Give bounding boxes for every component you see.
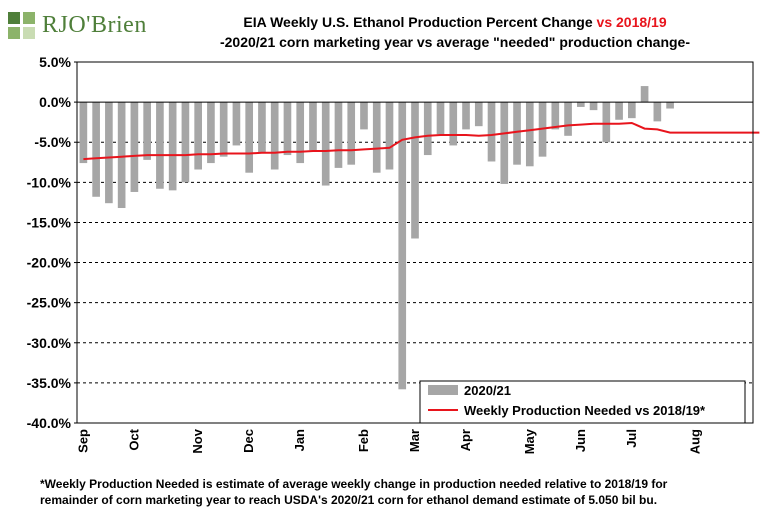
bar-week xyxy=(462,102,470,130)
x-month-label: Sep xyxy=(75,429,90,453)
x-month-label: Mar xyxy=(407,429,422,452)
x-month-label: Apr xyxy=(458,429,473,451)
bar-week xyxy=(423,102,432,156)
bar-week xyxy=(360,102,368,130)
x-month-label: Feb xyxy=(356,429,371,452)
bar-week xyxy=(653,102,662,122)
bar-week xyxy=(258,102,266,154)
needed-production-line xyxy=(83,121,760,161)
bar-week xyxy=(105,102,113,204)
bar-week xyxy=(270,102,279,170)
x-axis-ticks: Sep Oct Nov Dec Jan Feb Mar Apr May Jun Jul Aug xyxy=(75,428,702,454)
bar-week xyxy=(321,102,330,186)
bar-week xyxy=(589,102,598,111)
chart-subtitle: -2020/21 corn marketing year vs average … xyxy=(219,34,690,50)
bar-week xyxy=(168,102,177,191)
bar-week xyxy=(156,102,164,189)
bar-week xyxy=(385,102,394,170)
bar-week xyxy=(398,102,407,390)
x-month-label: May xyxy=(522,428,537,454)
bar-week xyxy=(513,102,521,165)
bar-week xyxy=(602,102,611,143)
bar-week xyxy=(130,102,139,192)
ethanol-chart: 5.0% 0.0% -5.0% -10.0% -15.0% -20.0% -25.0% -30… xyxy=(27,54,760,454)
bar-week xyxy=(474,102,483,127)
rjo-brien-logo: RJO'Brien xyxy=(8,8,158,48)
bar-week xyxy=(551,102,560,130)
legend-swatch-bars xyxy=(428,385,458,395)
bar-week xyxy=(283,102,292,156)
bar-week xyxy=(245,102,254,173)
bar-week xyxy=(347,102,356,165)
bar-week xyxy=(436,102,445,135)
chart-title-block: EIA Weekly U.S. Ethanol Production Perce… xyxy=(150,12,760,52)
bar-week xyxy=(181,102,190,183)
y-tick-label: -10.0% xyxy=(27,174,72,190)
y-tick-label: -5.0% xyxy=(34,134,71,150)
bar-week xyxy=(296,102,305,164)
legend: 2020/21 Weekly Production Needed vs 2018… xyxy=(419,380,746,424)
bar-week xyxy=(309,102,317,151)
chart-title-accent: vs 2018/19 xyxy=(596,14,667,30)
x-month-label: Dec xyxy=(241,429,256,453)
bar-week xyxy=(564,102,572,136)
bar-week xyxy=(334,102,343,168)
chart-title-main: EIA Weekly U.S. Ethanol Production Perce… xyxy=(243,14,597,30)
y-tick-label: 0.0% xyxy=(39,94,71,110)
y-tick-label: 5.0% xyxy=(39,54,71,70)
y-tick-label: -25.0% xyxy=(27,295,72,311)
footnote: *Weekly Production Needed is estimate of… xyxy=(40,477,668,507)
y-tick-label: -40.0% xyxy=(27,415,72,431)
y-tick-label: -35.0% xyxy=(27,375,72,391)
bar-week xyxy=(487,102,496,162)
bar-week xyxy=(411,102,419,239)
bar-week xyxy=(232,102,241,146)
legend-label-bars: 2020/21 xyxy=(464,383,511,398)
legend-box xyxy=(419,380,746,424)
legend-label-line: Weekly Production Needed vs 2018/19* xyxy=(464,403,706,418)
logo-mark-icon xyxy=(8,12,35,39)
bar-week xyxy=(628,102,636,119)
bar-week xyxy=(219,102,228,157)
x-month-label: Nov xyxy=(190,428,205,453)
bar-week xyxy=(143,102,151,160)
y-tick-label: -30.0% xyxy=(27,335,72,351)
y-axis-ticks: 5.0% 0.0% -5.0% -10.0% -15.0% -20.0% -25.0% -30… xyxy=(27,54,77,431)
bar-week xyxy=(449,102,458,146)
bar-week xyxy=(500,102,509,184)
bar-week xyxy=(194,102,202,170)
bar-week xyxy=(207,102,215,164)
bar-week xyxy=(525,102,534,167)
bar-week xyxy=(117,102,126,209)
logo-wordmark: RJO'Brien xyxy=(42,12,147,38)
bar-week xyxy=(92,102,100,197)
y-tick-label: -20.0% xyxy=(27,255,72,271)
chart-title: EIA Weekly U.S. Ethanol Production Perce… xyxy=(150,12,760,32)
bar-week xyxy=(615,102,623,120)
bar-week xyxy=(79,102,88,164)
x-month-label: Jul xyxy=(624,429,639,448)
x-month-label: Jun xyxy=(573,429,588,452)
bar-week xyxy=(576,102,585,107)
plot-border xyxy=(76,61,754,424)
y-tick-label: -15.0% xyxy=(27,214,72,230)
bar-series xyxy=(79,86,674,390)
bar-week xyxy=(372,102,381,173)
x-month-label: Oct xyxy=(126,428,141,450)
bar-week xyxy=(640,86,649,103)
x-month-label: Aug xyxy=(688,429,703,454)
bar-week xyxy=(666,102,674,109)
x-month-label: Jan xyxy=(292,429,307,451)
